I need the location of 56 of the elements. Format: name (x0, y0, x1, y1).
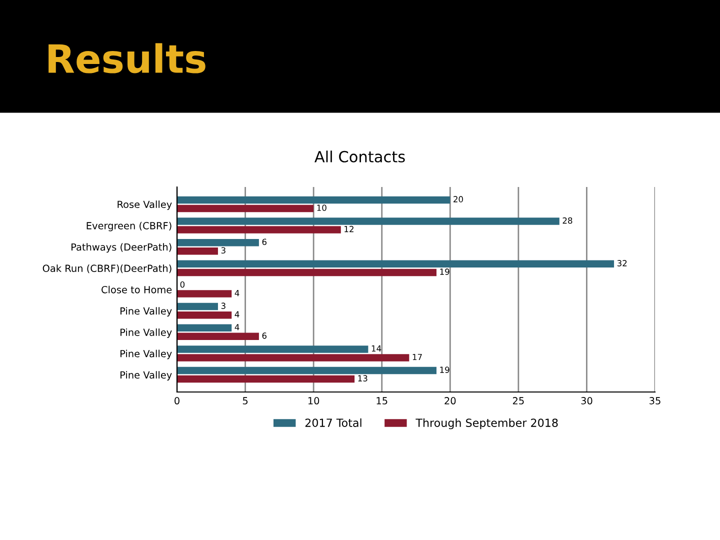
data-label: 6 (262, 332, 266, 339)
data-label: 28 (562, 217, 572, 224)
data-label: 17 (412, 354, 422, 360)
bar (177, 332, 259, 340)
chart-subtitle: All Contacts (314, 150, 405, 162)
bar (177, 226, 341, 234)
bar (177, 218, 560, 225)
x-tick-label: 10 (308, 397, 320, 404)
x-tick-label: 15 (376, 397, 388, 404)
bar (177, 375, 355, 383)
bar (177, 354, 410, 362)
y-tick-label: Pine Valley (120, 371, 172, 381)
data-label: 14 (372, 345, 382, 352)
bar (177, 302, 218, 310)
y-tick-label: Oak Run (CBRF)(DeerPath) (42, 264, 172, 274)
data-label: 19 (440, 268, 450, 275)
bar (177, 268, 436, 276)
data-label: 4 (234, 290, 240, 296)
bar (177, 238, 259, 246)
data-label: 4 (234, 311, 240, 318)
data-label: 4 (234, 324, 240, 330)
x-tick-label: 35 (650, 397, 660, 404)
y-tick-label: Pathways (DeerPath) (72, 243, 172, 253)
bar (177, 204, 314, 212)
y-tick-label: Rose Valley (118, 200, 172, 210)
legend-label: Through September 2018 (416, 418, 558, 430)
bar (177, 346, 368, 353)
y-tick-label: Pine Valley (120, 350, 172, 360)
y-tick-label: Pine Valley (120, 328, 172, 338)
data-label: 10 (317, 204, 326, 211)
x-tick-label: 25 (512, 397, 524, 404)
data-label: 32 (617, 260, 627, 266)
y-tick-label: Close to Home (102, 286, 172, 294)
bar (177, 290, 232, 298)
bar (177, 311, 232, 319)
bar (177, 247, 218, 255)
legend-label: 2017 Total (305, 418, 362, 427)
data-label: 3 (221, 302, 226, 309)
bar (177, 260, 614, 268)
data-label: 0 (180, 281, 185, 288)
y-tick-label: Evergreen (CBRF) (86, 222, 172, 232)
data-label: 3 (221, 247, 226, 254)
x-tick-label: 30 (581, 397, 592, 404)
x-tick-label: 5 (242, 397, 248, 404)
data-label: 6 (262, 238, 266, 246)
x-tick-label: 0 (174, 397, 180, 404)
data-label: 12 (344, 226, 354, 232)
data-label: 13 (358, 375, 368, 382)
data-label: 20 (454, 196, 463, 202)
y-tick-label: Pine Valley (120, 307, 172, 317)
bar (177, 196, 450, 204)
bar (177, 324, 232, 332)
chart-title: Results (48, 43, 206, 74)
x-tick-label: 20 (444, 397, 456, 404)
bar (177, 366, 436, 374)
data-label: 19 (440, 366, 450, 373)
